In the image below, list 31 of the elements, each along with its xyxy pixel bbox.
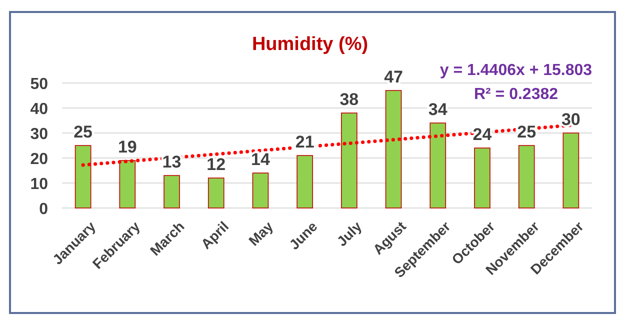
bar [296, 155, 313, 208]
bar [208, 178, 224, 208]
y-tick-label: 50 [30, 76, 48, 93]
bar [164, 175, 180, 208]
text: y = 1.4406x + 15.803 [440, 62, 592, 79]
data-label: 14 [251, 150, 270, 169]
bar [562, 132, 580, 208]
x-tick-label: May [245, 218, 276, 249]
bar [385, 90, 402, 208]
bar [518, 145, 535, 208]
y-tick-label: 20 [30, 151, 48, 168]
y-tick-label: 10 [30, 176, 48, 193]
bar [341, 112, 358, 208]
y-tick-label: 40 [30, 101, 48, 118]
annotation: R² = 0.2382 [474, 86, 558, 103]
data-label: 25 [74, 122, 93, 142]
data-label: 38 [340, 90, 359, 109]
bar [474, 148, 490, 208]
bar [430, 122, 446, 208]
data-label: 13 [162, 152, 182, 172]
bar [74, 145, 92, 208]
bar [252, 172, 269, 208]
chart-title: Humidity (%) [252, 34, 368, 55]
bar [119, 160, 136, 208]
data-label: 30 [561, 110, 580, 129]
data-label: 19 [118, 138, 137, 156]
data-label: 34 [428, 100, 448, 119]
data-label: 47 [384, 68, 403, 86]
data-label: 12 [206, 155, 226, 174]
y-tick-label: 30 [30, 126, 48, 143]
y-tick-label: 0 [39, 201, 48, 218]
